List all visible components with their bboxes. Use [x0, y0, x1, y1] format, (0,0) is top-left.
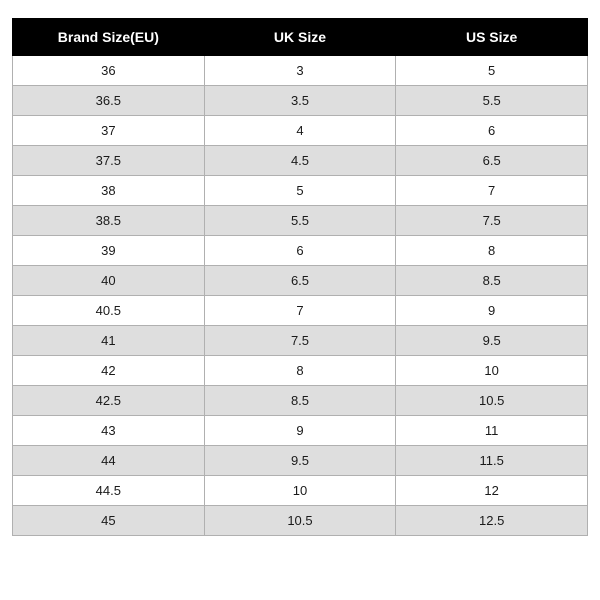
table-row: 40.579 — [13, 296, 588, 326]
table-row: 3635 — [13, 56, 588, 86]
table-cell: 7 — [396, 176, 588, 206]
table-row: 4510.512.5 — [13, 506, 588, 536]
table-cell: 41 — [13, 326, 205, 356]
table-cell: 43 — [13, 416, 205, 446]
table-cell: 38.5 — [13, 206, 205, 236]
table-cell: 12 — [396, 476, 588, 506]
table-cell: 9.5 — [396, 326, 588, 356]
table-cell: 4.5 — [204, 146, 396, 176]
table-cell: 40 — [13, 266, 205, 296]
table-row: 38.55.57.5 — [13, 206, 588, 236]
table-cell: 11.5 — [396, 446, 588, 476]
table-cell: 44 — [13, 446, 205, 476]
table-row: 406.58.5 — [13, 266, 588, 296]
table-row: 42.58.510.5 — [13, 386, 588, 416]
table-row: 449.511.5 — [13, 446, 588, 476]
table-row: 43911 — [13, 416, 588, 446]
table-cell: 45 — [13, 506, 205, 536]
table-cell: 8.5 — [396, 266, 588, 296]
table-cell: 11 — [396, 416, 588, 446]
table-cell: 36 — [13, 56, 205, 86]
table-cell: 10.5 — [396, 386, 588, 416]
table-cell: 6.5 — [204, 266, 396, 296]
table-cell: 5 — [396, 56, 588, 86]
table-cell: 8 — [396, 236, 588, 266]
table-row: 44.51012 — [13, 476, 588, 506]
table-cell: 9 — [396, 296, 588, 326]
table-cell: 9 — [204, 416, 396, 446]
table-cell: 3 — [204, 56, 396, 86]
table-cell: 40.5 — [13, 296, 205, 326]
table-cell: 5 — [204, 176, 396, 206]
table-row: 417.59.5 — [13, 326, 588, 356]
size-chart-container: Brand Size(EU)UK SizeUS Size 363536.53.5… — [0, 0, 600, 554]
table-body: 363536.53.55.5374637.54.56.5385738.55.57… — [13, 56, 588, 536]
size-chart-table: Brand Size(EU)UK SizeUS Size 363536.53.5… — [12, 18, 588, 536]
column-header: UK Size — [204, 19, 396, 56]
table-cell: 39 — [13, 236, 205, 266]
table-cell: 10 — [396, 356, 588, 386]
table-cell: 9.5 — [204, 446, 396, 476]
table-cell: 7 — [204, 296, 396, 326]
table-cell: 7.5 — [396, 206, 588, 236]
table-row: 3968 — [13, 236, 588, 266]
table-cell: 5.5 — [204, 206, 396, 236]
table-cell: 44.5 — [13, 476, 205, 506]
table-cell: 10 — [204, 476, 396, 506]
table-cell: 6 — [396, 116, 588, 146]
table-cell: 6 — [204, 236, 396, 266]
table-cell: 38 — [13, 176, 205, 206]
table-cell: 8 — [204, 356, 396, 386]
table-row: 37.54.56.5 — [13, 146, 588, 176]
table-row: 36.53.55.5 — [13, 86, 588, 116]
table-cell: 6.5 — [396, 146, 588, 176]
column-header: Brand Size(EU) — [13, 19, 205, 56]
table-row: 3746 — [13, 116, 588, 146]
table-row: 3857 — [13, 176, 588, 206]
table-cell: 37.5 — [13, 146, 205, 176]
table-cell: 42.5 — [13, 386, 205, 416]
table-row: 42810 — [13, 356, 588, 386]
table-cell: 42 — [13, 356, 205, 386]
table-cell: 4 — [204, 116, 396, 146]
table-cell: 3.5 — [204, 86, 396, 116]
table-cell: 10.5 — [204, 506, 396, 536]
table-cell: 5.5 — [396, 86, 588, 116]
table-cell: 12.5 — [396, 506, 588, 536]
table-cell: 7.5 — [204, 326, 396, 356]
table-header: Brand Size(EU)UK SizeUS Size — [13, 19, 588, 56]
column-header: US Size — [396, 19, 588, 56]
table-cell: 37 — [13, 116, 205, 146]
table-header-row: Brand Size(EU)UK SizeUS Size — [13, 19, 588, 56]
table-cell: 8.5 — [204, 386, 396, 416]
table-cell: 36.5 — [13, 86, 205, 116]
